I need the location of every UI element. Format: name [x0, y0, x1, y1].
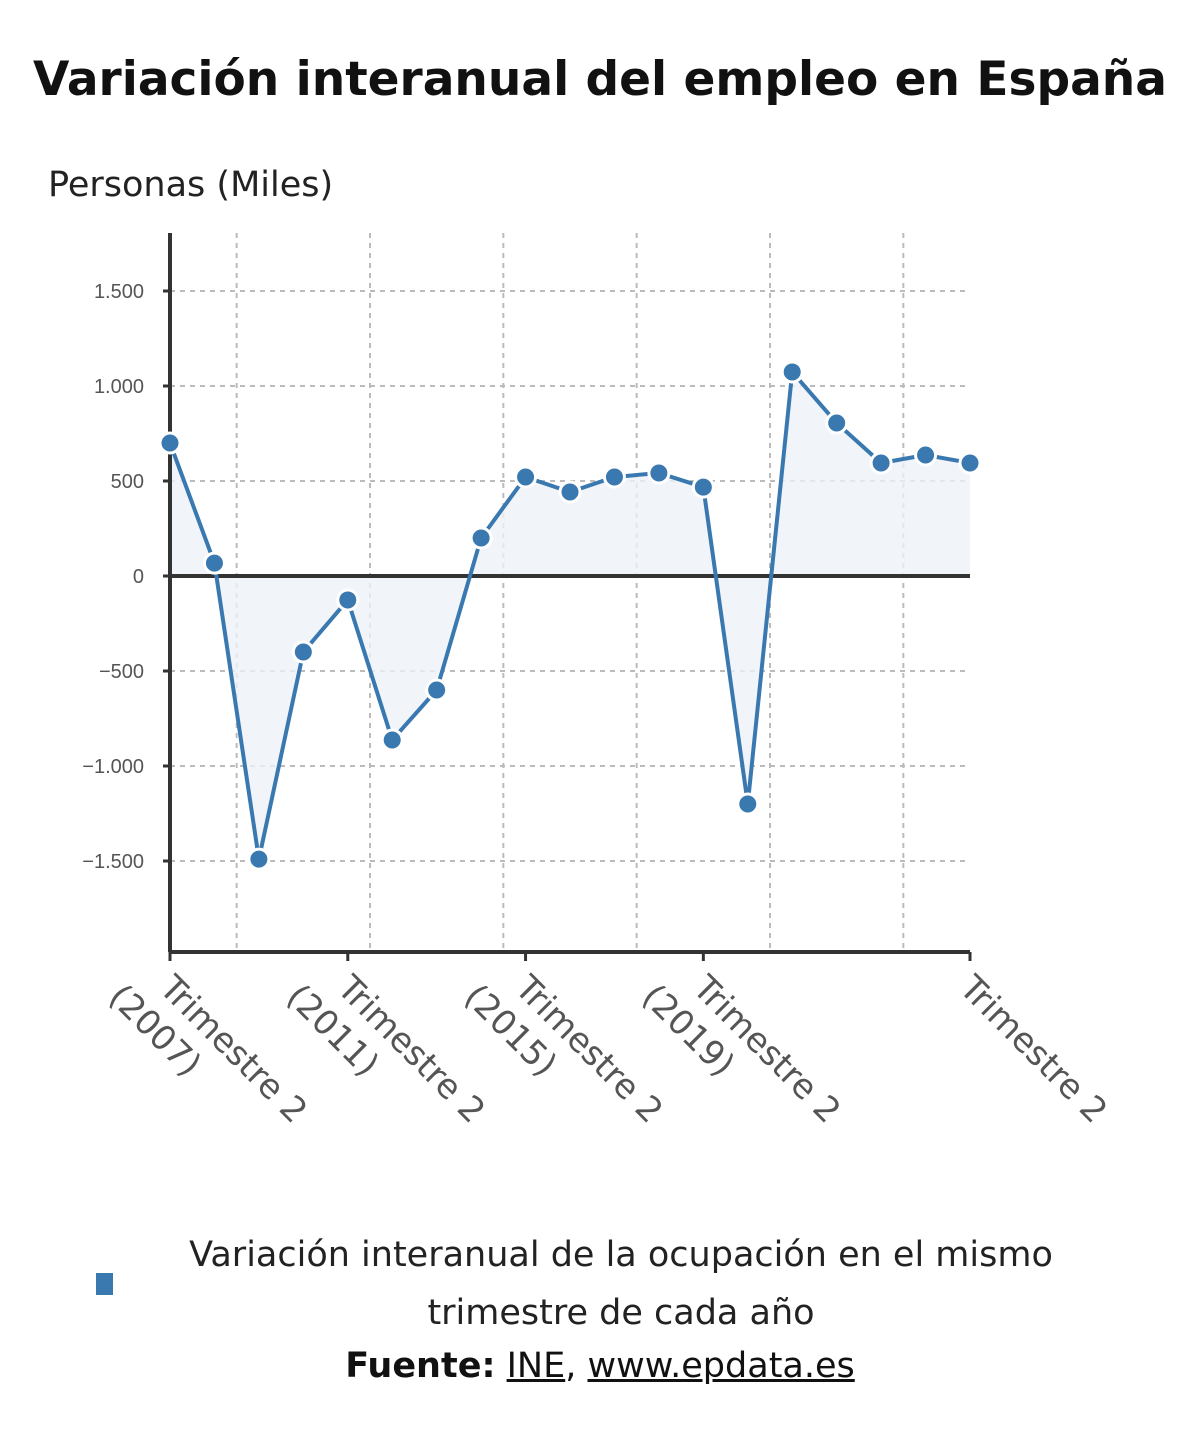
y-tick-label: 0	[133, 566, 144, 588]
legend-line-2: trimestre de cada año	[427, 1293, 815, 1333]
data-point	[469, 526, 493, 550]
data-point	[380, 728, 404, 752]
area-fill	[170, 371, 970, 860]
data-point	[514, 465, 538, 489]
x-tick-label: Trimestre 2(2015)	[456, 947, 670, 1161]
data-point	[825, 411, 849, 435]
data-point	[558, 480, 582, 504]
y-tick-label: −1.500	[82, 851, 144, 873]
data-point	[736, 792, 760, 816]
data-point	[336, 588, 360, 612]
x-tick-label: Trimestre 2(2011)	[279, 947, 493, 1161]
data-point	[869, 451, 893, 475]
chart-title: Variación interanual del empleo en Españ…	[33, 52, 1167, 107]
data-point	[425, 678, 449, 702]
source-label: Fuente:	[345, 1346, 496, 1386]
data-point	[647, 461, 671, 485]
y-tick-label: 1.000	[94, 376, 144, 398]
x-tick-label: Trimestre 2(2007)	[101, 947, 315, 1161]
data-point	[602, 465, 626, 489]
x-tick-label-line: Trimestre 2	[951, 967, 1115, 1131]
source-link-ine[interactable]: INE	[506, 1346, 566, 1386]
y-tick-label: 500	[111, 471, 144, 493]
y-axis-label: Personas (Miles)	[48, 165, 334, 205]
legend-label: Variación interanual de la ocupación en …	[160, 1226, 1082, 1342]
data-point	[291, 640, 315, 664]
x-tick-label: Trimestre 2	[951, 967, 1115, 1131]
y-tick-label: 1.500	[94, 281, 144, 303]
data-point	[202, 551, 226, 575]
source-separator: ,	[565, 1346, 577, 1386]
y-tick-label: −1.000	[82, 756, 144, 778]
y-tick-label: −500	[99, 661, 144, 683]
legend-line-1: Variación interanual de la ocupación en …	[189, 1235, 1053, 1275]
data-point	[247, 847, 271, 871]
data-point	[958, 451, 982, 475]
data-point	[158, 431, 182, 455]
legend-swatch	[96, 1273, 113, 1295]
source-link-epdata[interactable]: www.epdata.es	[587, 1346, 855, 1386]
data-point	[780, 360, 804, 384]
source-line: Fuente: INE, www.epdata.es	[0, 1346, 1200, 1386]
x-tick-label: Trimestre 2(2019)	[634, 947, 848, 1161]
data-point	[691, 475, 715, 499]
data-point	[914, 443, 938, 467]
line-chart: 1.500 1.000 500 0 −500 −1.000 −1.500 Trimestre …	[82, 233, 1115, 1161]
